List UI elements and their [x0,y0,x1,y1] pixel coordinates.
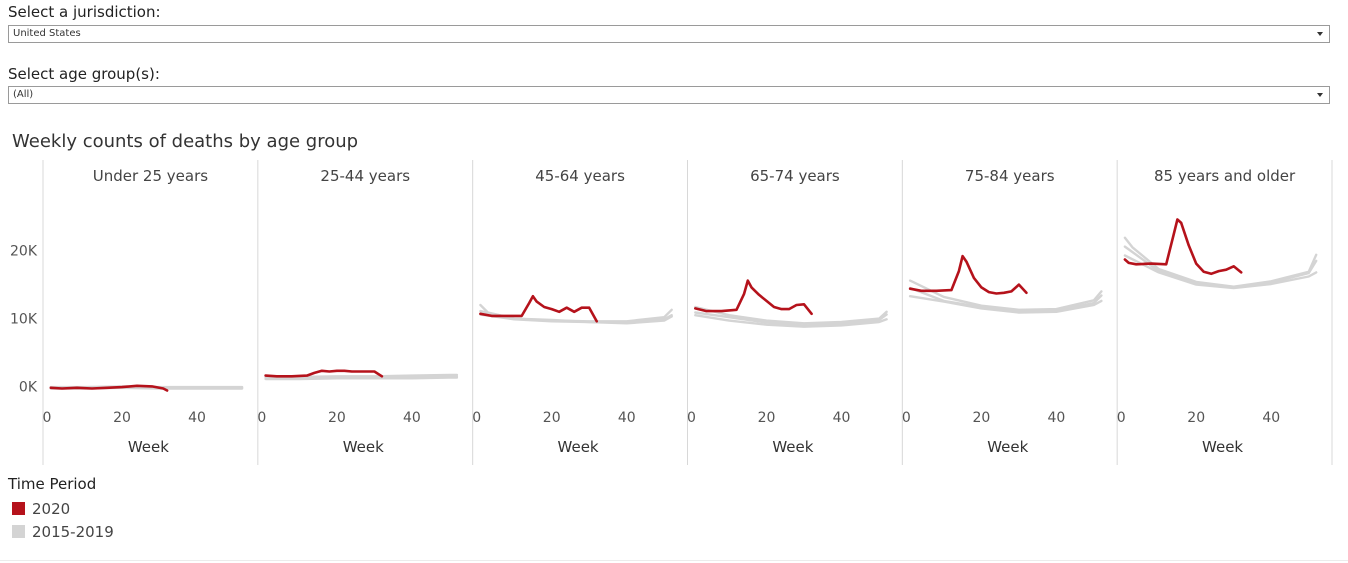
x-tick-label: 0 [257,410,266,426]
x-tick-label: 0 [902,410,911,426]
y-tick-label: 10K [10,312,38,328]
series-line-2015-2019 [694,313,888,328]
x-tick-label: 20 [1187,410,1205,426]
x-tick-label: 0 [43,410,52,426]
y-tick-label: 0K [19,379,38,395]
series-line-2020 [1123,218,1243,276]
y-tick-label: 20K [10,244,38,260]
x-tick-label: 40 [833,410,851,426]
legend-label-baseline: 2015-2019 [32,523,114,541]
series-line-2015-2019 [1123,254,1318,290]
chart-title: Weekly counts of deaths by age group [12,131,359,152]
legend-label-2020: 2020 [32,500,71,518]
legend-item-2020[interactable]: 2020 [12,500,70,518]
panel-header: 45-64 years [535,167,625,185]
x-tick-label: 40 [403,410,421,426]
x-tick-label: 40 [188,410,206,426]
x-axis-label: Week [987,438,1028,456]
x-axis-label: Week [128,438,169,456]
panel-header: 85 years and older [1154,167,1296,185]
series-line-2015-2019 [479,313,673,325]
x-tick-label: 20 [113,410,131,426]
series-line-2020 [693,279,813,316]
age-group-label: Select age group(s): [8,65,160,83]
x-tick-label: 40 [1262,410,1280,426]
x-tick-label: 40 [618,410,636,426]
series-line-2015-2019 [694,311,888,327]
panel-header: 25-44 years [320,167,410,185]
series-line-2020 [264,369,384,378]
age-group-value: (All) [13,89,34,100]
panel-header: 65-74 years [750,167,840,185]
x-axis-label: Week [558,438,599,456]
x-tick-label: 40 [1047,410,1065,426]
bottom-divider [0,560,1348,561]
series-line-2015-2019 [908,279,1103,312]
x-tick-label: 0 [472,410,481,426]
legend-swatch-2020 [12,502,25,515]
x-axis-label: Week [1202,438,1243,456]
x-axis-label: Week [343,438,384,456]
age-group-select[interactable]: (All) [8,86,1330,104]
chevron-down-icon[interactable] [1317,32,1323,36]
x-tick-label: 20 [543,410,561,426]
x-tick-label: 0 [1117,410,1126,426]
jurisdiction-select[interactable]: United States [8,25,1330,43]
x-axis-label: Week [772,438,813,456]
panel-header: 75-84 years [965,167,1055,185]
panel-header: Under 25 years [93,167,208,185]
jurisdiction-value: United States [13,28,81,39]
x-tick-label: 20 [328,410,346,426]
series-line-2015-2019 [908,294,1103,314]
x-tick-label: 20 [758,410,776,426]
jurisdiction-label: Select a jurisdiction: [8,3,161,21]
chevron-down-icon[interactable] [1317,93,1323,97]
series-line-2020 [49,384,169,392]
legend-item-baseline[interactable]: 2015-2019 [12,523,114,541]
x-tick-label: 0 [687,410,696,426]
small-multiples-chart: 0K 10K 20K Under 25 years 0 20 40 Week 25-44 yea… [10,160,1333,465]
x-tick-label: 20 [972,410,990,426]
series-line-2020 [479,294,599,323]
series-line-2015-2019 [264,376,459,381]
series-line-2020 [908,254,1028,295]
legend-swatch-baseline [12,525,25,538]
legend-title: Time Period [8,475,97,493]
